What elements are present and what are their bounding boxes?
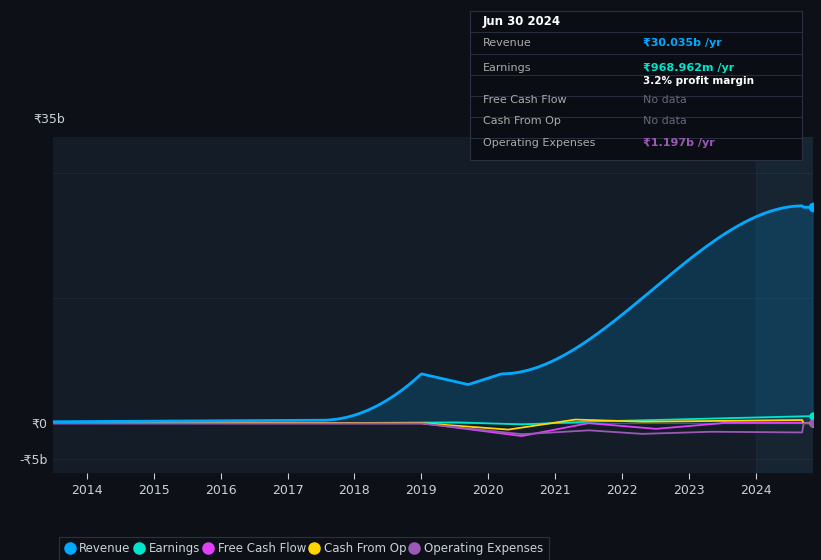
Bar <box>756 137 813 473</box>
Text: ₹1.197b /yr: ₹1.197b /yr <box>643 138 714 148</box>
Text: ₹968.962m /yr: ₹968.962m /yr <box>643 63 734 73</box>
Text: Jun 30 2024: Jun 30 2024 <box>483 15 561 29</box>
Text: Cash From Op: Cash From Op <box>483 116 561 127</box>
Text: ₹35b: ₹35b <box>33 113 65 126</box>
Text: Revenue: Revenue <box>483 38 532 48</box>
Text: Earnings: Earnings <box>483 63 531 73</box>
Text: Operating Expenses: Operating Expenses <box>483 138 595 148</box>
Text: ₹30.035b /yr: ₹30.035b /yr <box>643 38 722 48</box>
Text: No data: No data <box>643 116 686 127</box>
Text: Free Cash Flow: Free Cash Flow <box>483 95 566 105</box>
Legend: Revenue, Earnings, Free Cash Flow, Cash From Op, Operating Expenses: Revenue, Earnings, Free Cash Flow, Cash … <box>59 536 549 560</box>
Text: No data: No data <box>643 95 686 105</box>
Text: 3.2% profit margin: 3.2% profit margin <box>643 76 754 86</box>
